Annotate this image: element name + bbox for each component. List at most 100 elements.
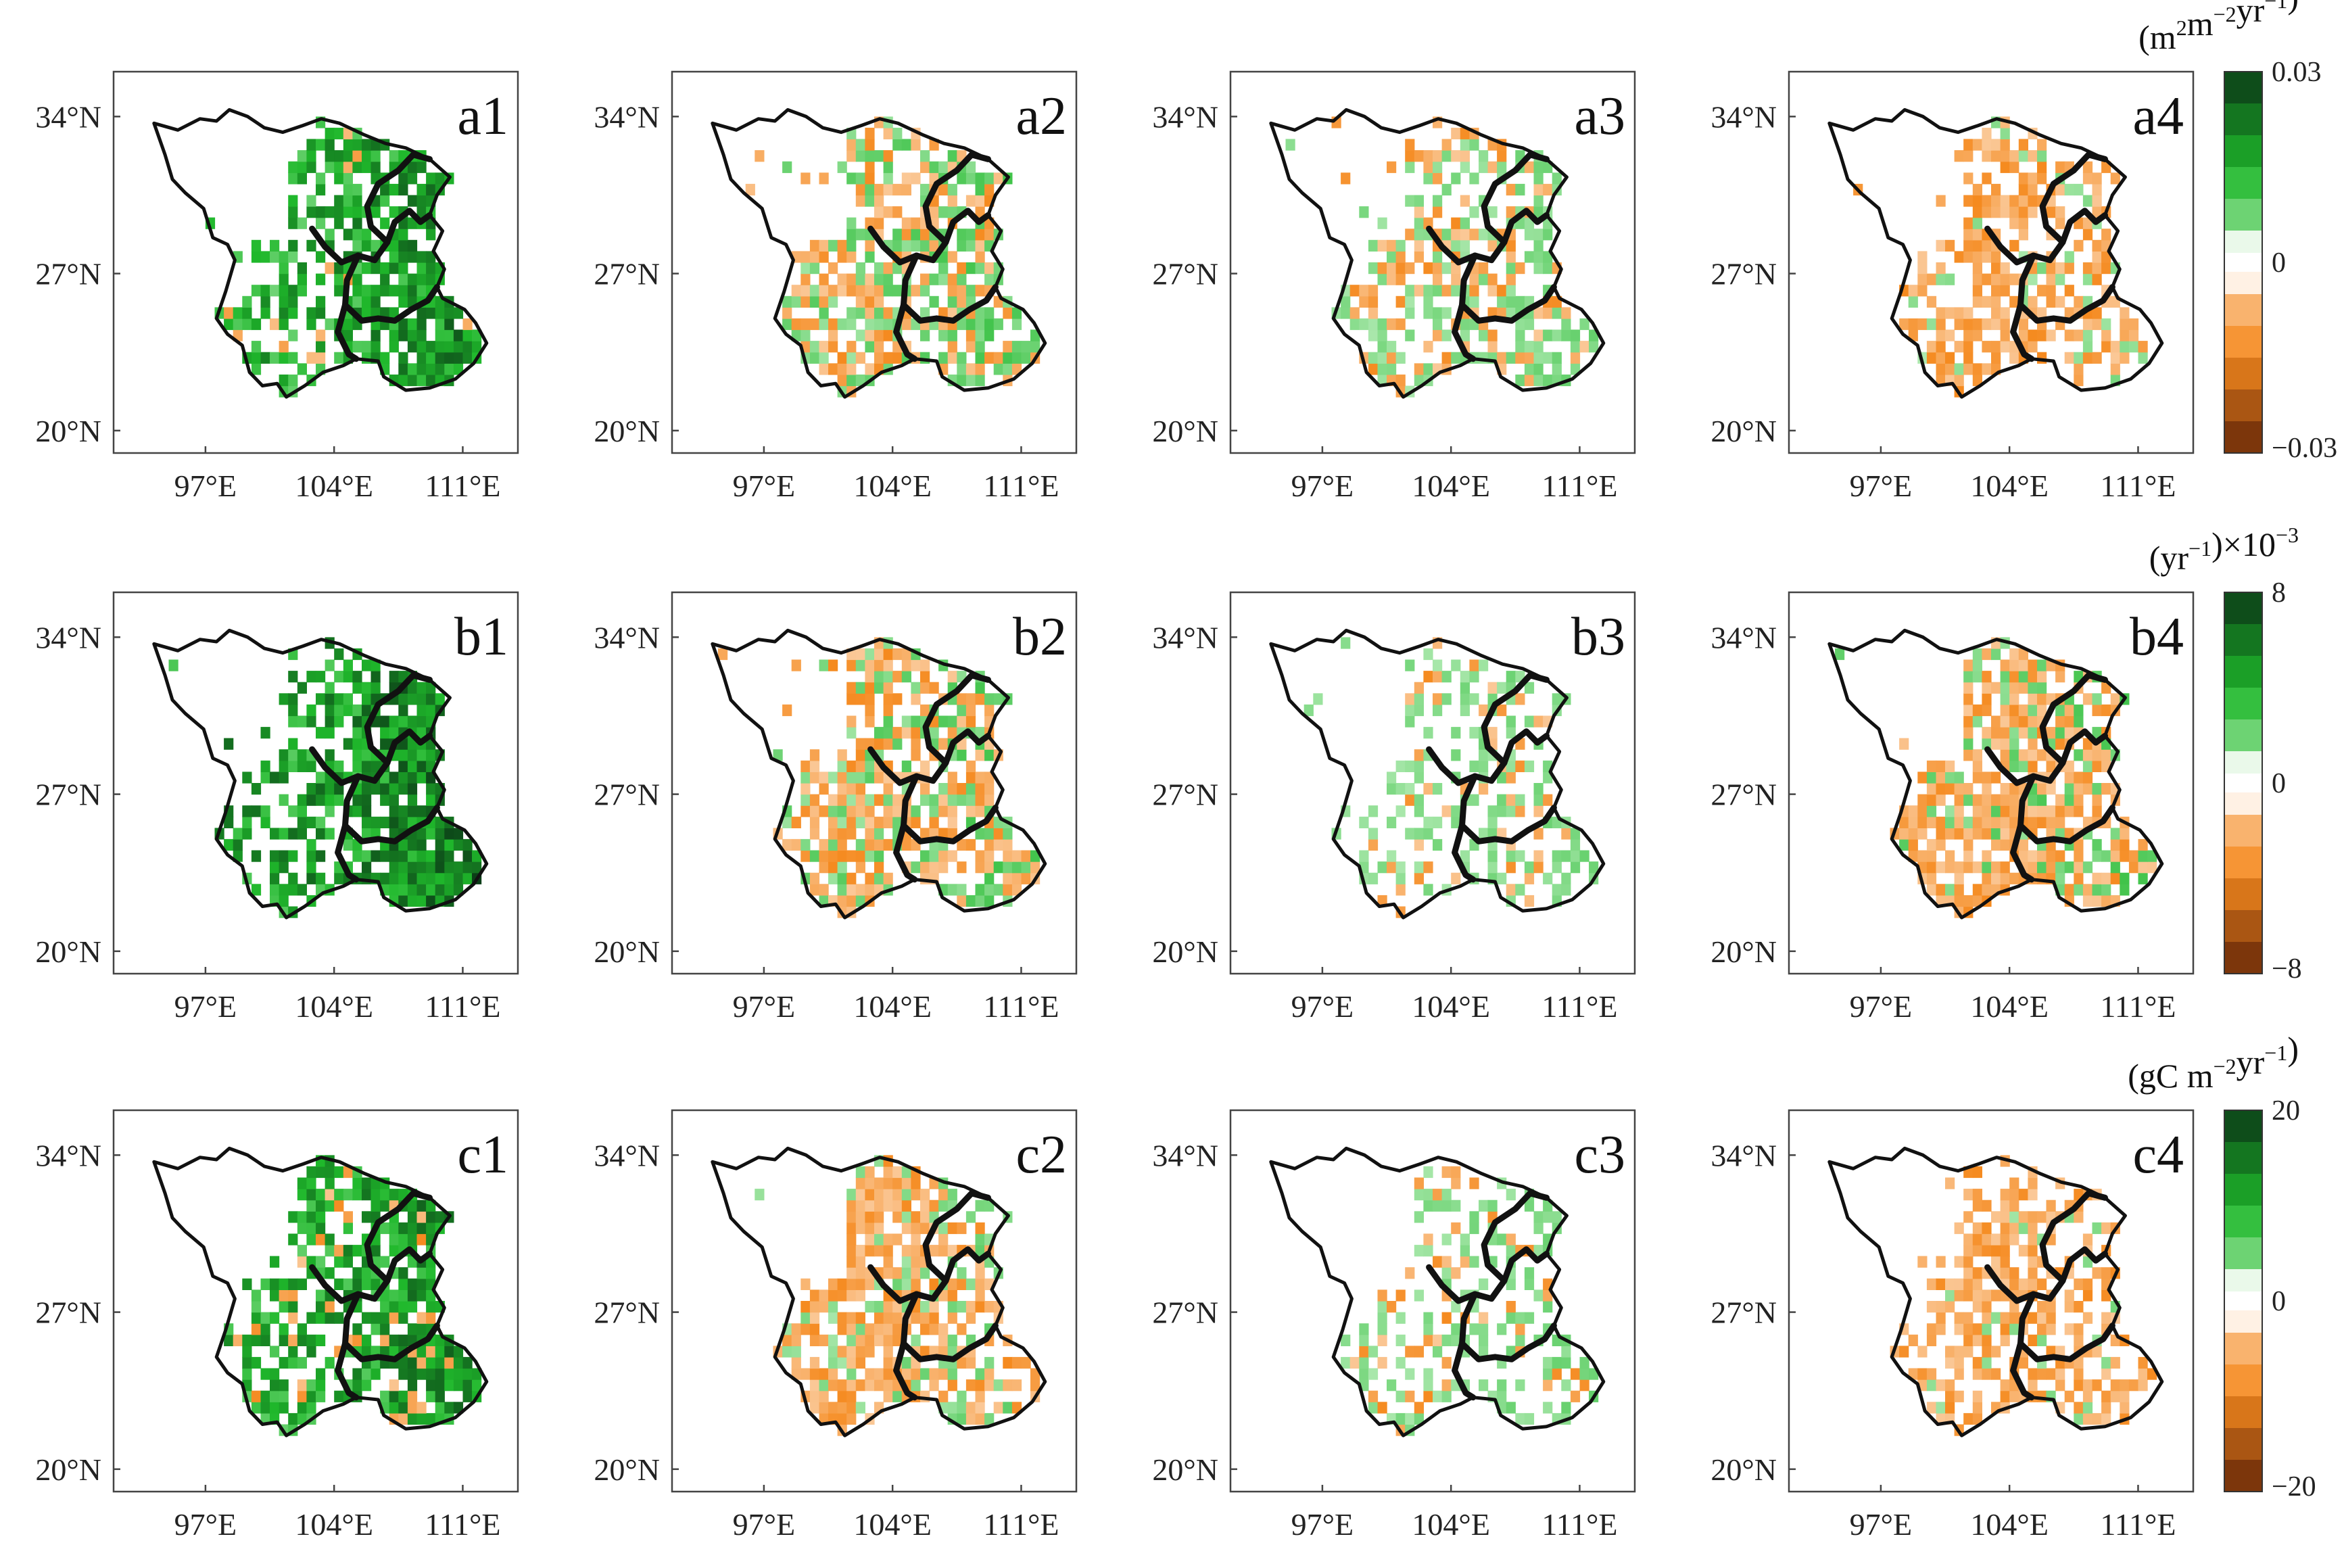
colorbar-unit-label: (yr−1)×10−3 — [2149, 523, 2299, 577]
lat-tick-label: 27°N — [1711, 257, 1777, 291]
lat-tick-label: 34°N — [35, 620, 101, 655]
province-boundary — [309, 1246, 433, 1304]
lat-tick-label: 34°N — [1152, 1138, 1218, 1172]
province-boundary — [1459, 773, 1557, 845]
province-boundary — [335, 302, 360, 362]
province-boundary — [893, 822, 918, 883]
region-outline — [711, 108, 1047, 399]
province-boundary — [335, 822, 360, 883]
lon-tick-label: 111°E — [425, 1507, 500, 1542]
lon-tick-label: 97°E — [733, 1507, 796, 1542]
province-boundary — [309, 208, 433, 266]
lon-tick-label: 97°E — [1850, 989, 1913, 1024]
province-boundary — [901, 1291, 999, 1362]
lon-tick-label: 97°E — [174, 1507, 237, 1542]
province-boundary — [342, 773, 440, 845]
province-boundary — [364, 151, 433, 245]
lat-tick-label: 20°N — [1152, 1452, 1218, 1487]
region-outline — [152, 628, 489, 920]
lat-tick-label: 27°N — [1152, 257, 1218, 291]
province-boundary — [1452, 1340, 1477, 1401]
province-boundary — [1426, 208, 1550, 266]
lon-tick-label: 104°E — [1412, 469, 1490, 503]
region-outline — [152, 108, 489, 399]
colorbar-frame — [2224, 592, 2263, 974]
lon-tick-label: 111°E — [2100, 469, 2176, 503]
colorbar-unit-label: (gC m−2yr−1) — [2128, 1030, 2299, 1095]
lat-tick-label: 20°N — [1711, 934, 1777, 969]
lat-tick-label: 34°N — [594, 99, 660, 134]
lat-tick-label: 27°N — [594, 778, 660, 812]
lat-tick-label: 20°N — [1152, 934, 1218, 969]
region-outline — [1269, 1146, 1606, 1438]
region-outline — [1827, 1146, 2164, 1438]
lon-tick-label: 97°E — [174, 989, 237, 1024]
province-boundary — [2039, 151, 2108, 245]
colorbar-zero-label: 0 — [2272, 1286, 2286, 1317]
colorbars-layer: 0.03 0 −0.03 (m2m−2yr−1) 8 0 −8 (yr−1)×10−3 20 0 −… — [2128, 0, 2337, 1502]
lon-tick-label: 111°E — [2100, 989, 2176, 1024]
lat-tick-label: 27°N — [594, 257, 660, 291]
lat-tick-label: 34°N — [1711, 99, 1777, 134]
colorbar-max-label: 20 — [2272, 1095, 2300, 1126]
region-outline — [711, 628, 1047, 920]
colorbar-zero-label: 0 — [2272, 768, 2286, 799]
lat-tick-label: 34°N — [594, 1138, 660, 1172]
province-boundary — [1984, 1246, 2108, 1304]
province-boundary — [1426, 1246, 1550, 1304]
province-boundary — [1452, 822, 1477, 883]
lon-tick-label: 111°E — [1541, 469, 1617, 503]
province-boundary — [922, 1190, 991, 1284]
lon-tick-label: 104°E — [1970, 1507, 2049, 1542]
lat-tick-label: 20°N — [594, 934, 660, 969]
colorbar-min-label: −20 — [2272, 1471, 2316, 1502]
lon-tick-label: 104°E — [1970, 469, 2049, 503]
lon-tick-label: 104°E — [1412, 989, 1490, 1024]
province-boundary — [335, 1340, 360, 1401]
panel-label-c2: c2 — [1015, 1125, 1067, 1185]
province-boundary — [2010, 302, 2035, 362]
province-boundary — [2039, 672, 2108, 766]
colorbar-zero-label: 0 — [2272, 247, 2286, 279]
province-boundary — [867, 208, 991, 266]
province-boundary — [364, 1190, 433, 1284]
lat-tick-label: 27°N — [35, 778, 101, 812]
province-boundary — [1984, 208, 2108, 266]
lat-tick-label: 27°N — [1711, 778, 1777, 812]
province-boundary — [922, 151, 991, 245]
panel-label-c1: c1 — [457, 1125, 508, 1185]
province-boundary — [901, 252, 999, 324]
province-boundary — [867, 728, 991, 786]
lat-tick-label: 34°N — [1711, 1138, 1777, 1172]
province-boundary — [2017, 773, 2115, 845]
map-panel-a1: 34°N 27°N 20°N 97°E 104°E 111°E a1 — [35, 70, 519, 503]
colorbar-max-label: 0.03 — [2272, 57, 2322, 88]
lat-tick-label: 34°N — [35, 99, 101, 134]
province-boundary — [893, 302, 918, 362]
lon-tick-label: 104°E — [1970, 989, 2049, 1024]
province-boundary — [342, 1291, 440, 1362]
lon-tick-label: 104°E — [295, 469, 373, 503]
lon-tick-label: 97°E — [1850, 469, 1913, 503]
lat-tick-label: 20°N — [1711, 1452, 1777, 1487]
lon-tick-label: 111°E — [425, 469, 500, 503]
map-panel-b1: 34°N 27°N 20°N 97°E 104°E 111°E b1 — [35, 591, 519, 1024]
province-boundary — [922, 672, 991, 766]
lat-tick-label: 34°N — [1152, 620, 1218, 655]
lat-tick-label: 20°N — [1152, 414, 1218, 448]
province-boundary — [1426, 728, 1550, 786]
region-outline — [1827, 108, 2164, 399]
lat-tick-label: 34°N — [594, 620, 660, 655]
colorbar-row-1: 0.03 0 −0.03 (m2m−2yr−1) — [2138, 0, 2337, 464]
lon-tick-label: 111°E — [1541, 1507, 1617, 1542]
lat-tick-label: 20°N — [1711, 414, 1777, 448]
province-boundary — [1459, 1291, 1557, 1362]
province-boundary — [1984, 728, 2108, 786]
province-boundary — [1481, 672, 1550, 766]
trend-grid-cells — [718, 637, 1041, 918]
panel-label-a3: a3 — [1574, 87, 1625, 146]
lon-tick-label: 104°E — [853, 989, 932, 1024]
map-panel-b2: 34°N 27°N 20°N 97°E 104°E 111°E b2 — [594, 591, 1078, 1024]
province-boundary — [1481, 151, 1550, 245]
